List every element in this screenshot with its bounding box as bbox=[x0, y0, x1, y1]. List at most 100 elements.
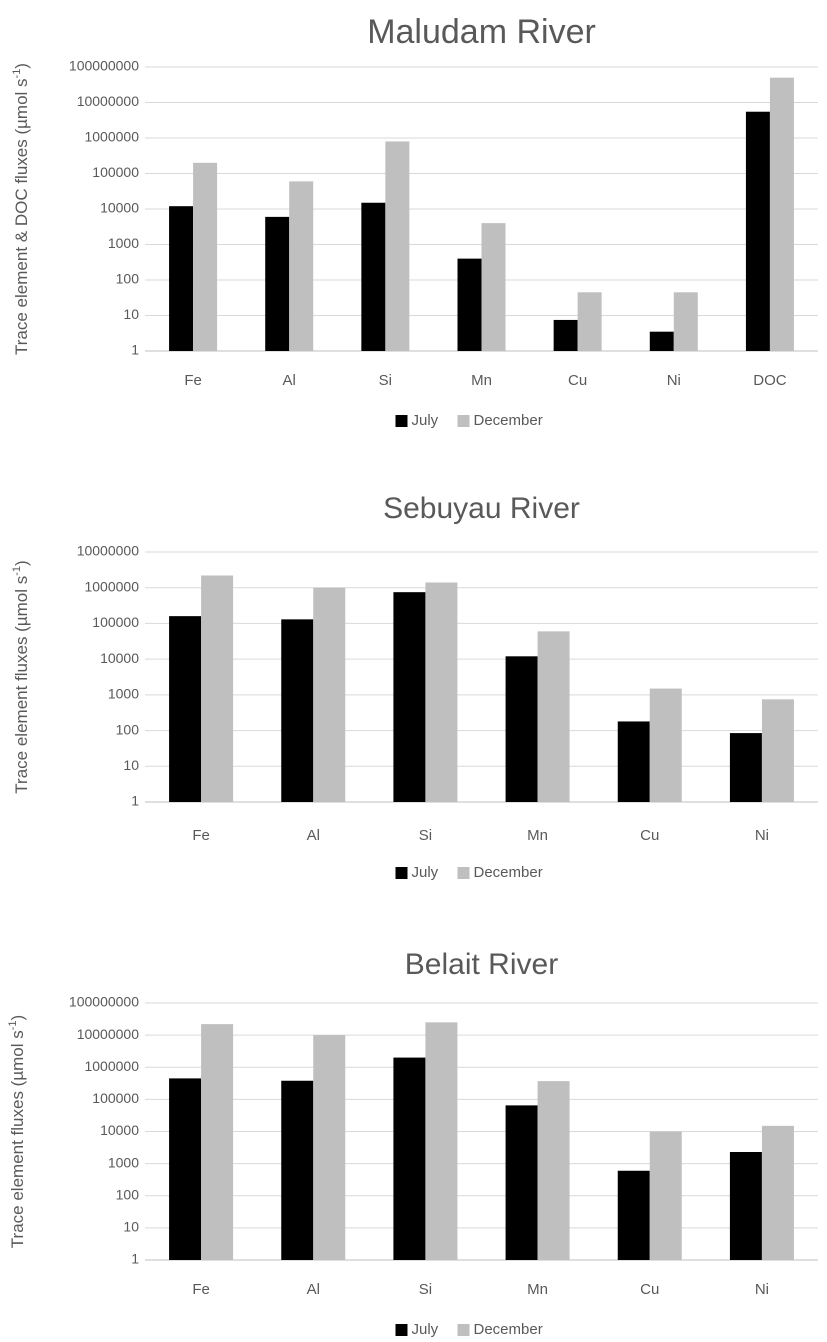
legend-swatch-december bbox=[457, 415, 470, 427]
chart-title: Sebuyau River bbox=[383, 492, 580, 525]
bar-december-mn bbox=[481, 223, 506, 351]
bar-july-si bbox=[361, 202, 386, 351]
bar-december-si bbox=[425, 582, 458, 802]
y-axis-label: Trace element & DOC fluxes (µmol s-1) bbox=[11, 63, 32, 355]
x-tick-label: Si bbox=[379, 372, 392, 389]
legend-label-december: December bbox=[474, 412, 543, 429]
y-tick-label: 100000 bbox=[92, 164, 139, 180]
chart-panel-2: Sebuyau River 1 10 100 1000 10000 100000 100000… bbox=[11, 492, 818, 881]
chart-panel-1: Maludam River 1 10 100 1000 10000 100000 100000… bbox=[11, 13, 818, 429]
y-axis-label-main: Trace element fluxes (µmol s bbox=[12, 576, 31, 794]
y-axis-label-superscript: -1 bbox=[7, 1020, 19, 1030]
legend-label-july: July bbox=[412, 864, 439, 881]
x-tick-label: Cu bbox=[640, 827, 659, 844]
bar-july-fe bbox=[169, 616, 202, 802]
chart-panel-3: Belait River 1 10 100 1000 10000 100000 1000000… bbox=[7, 948, 818, 1338]
bar-july-al bbox=[281, 619, 314, 802]
legend-label-july: July bbox=[412, 1321, 439, 1338]
y-tick-label: 1 bbox=[131, 342, 139, 358]
bar-december-al bbox=[313, 1035, 346, 1260]
bar-december-cu bbox=[649, 1131, 682, 1260]
y-tick-label: 10000 bbox=[100, 1122, 139, 1138]
x-tick-label: Fe bbox=[192, 1281, 210, 1298]
bar-july-si bbox=[393, 592, 426, 802]
bar-july-mn bbox=[505, 656, 538, 802]
bar-december-ni bbox=[761, 1125, 794, 1260]
x-tick-label: Ni bbox=[755, 827, 769, 844]
y-axis-label-main: Trace element & DOC fluxes (µmol s bbox=[12, 78, 31, 355]
y-axis-label-close: ) bbox=[12, 560, 31, 566]
y-tick-label: 10 bbox=[123, 1219, 139, 1235]
x-tick-label: Cu bbox=[640, 1281, 659, 1298]
legend: July December bbox=[395, 1321, 543, 1338]
x-tick-label: Si bbox=[419, 827, 432, 844]
chart-title: Belait River bbox=[405, 948, 558, 981]
legend: July December bbox=[395, 412, 543, 429]
x-tick-label: Si bbox=[419, 1281, 432, 1298]
legend-swatch-december bbox=[457, 867, 470, 879]
y-axis-label: Trace element fluxes (µmol s-1) bbox=[7, 1015, 28, 1248]
x-tick-label: Mn bbox=[527, 1281, 548, 1298]
x-tick-label: Al bbox=[307, 1281, 320, 1298]
x-tick-label: Al bbox=[307, 827, 320, 844]
bar-december-al bbox=[289, 181, 314, 351]
bar-july-cu bbox=[617, 721, 650, 802]
bar-december-fe bbox=[201, 1024, 234, 1260]
bar-december-si bbox=[385, 141, 410, 351]
bar-july-mn bbox=[505, 1105, 538, 1260]
y-tick-label: 10000000 bbox=[77, 543, 140, 559]
y-tick-label: 10 bbox=[123, 306, 139, 322]
y-tick-label: 1000000 bbox=[84, 1058, 139, 1074]
x-tick-label: Ni bbox=[667, 372, 681, 389]
legend-label-december: December bbox=[474, 864, 543, 881]
y-tick-label: 100000 bbox=[92, 614, 139, 630]
y-tick-label: 1000000 bbox=[84, 129, 139, 145]
bar-july-fe bbox=[169, 1078, 202, 1260]
bar-december-fe bbox=[201, 575, 234, 802]
bar-december-ni bbox=[673, 292, 698, 351]
legend-label-december: December bbox=[474, 1321, 543, 1338]
x-tick-label: Mn bbox=[527, 827, 548, 844]
y-tick-label: 10000 bbox=[100, 200, 139, 216]
bar-december-fe bbox=[193, 162, 218, 351]
bar-december-al bbox=[313, 587, 346, 802]
bar-december-si bbox=[425, 1022, 458, 1260]
y-tick-label: 1 bbox=[131, 793, 139, 809]
y-tick-label: 10 bbox=[123, 757, 139, 773]
y-tick-label: 10000 bbox=[100, 650, 139, 666]
bar-december-mn bbox=[537, 1081, 570, 1260]
bar-july-fe bbox=[169, 206, 194, 351]
legend-swatch-july bbox=[395, 415, 408, 427]
bar-december-doc bbox=[769, 77, 794, 352]
legend-swatch-december bbox=[457, 1324, 470, 1336]
chart-title: Maludam River bbox=[367, 13, 596, 51]
bar-december-mn bbox=[537, 631, 570, 802]
bar-july-si bbox=[393, 1057, 426, 1260]
bar-july-cu bbox=[553, 319, 578, 351]
y-axis-label-close: ) bbox=[12, 63, 31, 69]
legend-swatch-july bbox=[395, 1324, 408, 1336]
y-tick-label: 100000 bbox=[92, 1090, 139, 1106]
bar-july-ni bbox=[649, 331, 674, 351]
y-axis-label-close: ) bbox=[8, 1015, 27, 1021]
legend: July December bbox=[395, 864, 543, 881]
y-axis-label: Trace element fluxes (µmol s-1) bbox=[11, 560, 32, 793]
bar-december-cu bbox=[577, 292, 602, 351]
y-tick-label: 100 bbox=[116, 721, 140, 737]
bar-july-ni bbox=[729, 1152, 762, 1260]
y-tick-label: 100000000 bbox=[69, 994, 139, 1010]
bar-july-mn bbox=[457, 258, 482, 351]
bar-july-al bbox=[281, 1080, 314, 1260]
y-tick-label: 1000 bbox=[108, 1154, 139, 1170]
y-axis-label-main: Trace element fluxes (µmol s bbox=[8, 1030, 27, 1248]
y-axis-label-superscript: -1 bbox=[11, 69, 23, 79]
x-tick-label: Mn bbox=[471, 372, 492, 389]
y-tick-label: 100 bbox=[116, 271, 140, 287]
y-tick-label: 100 bbox=[116, 1186, 140, 1202]
legend-swatch-july bbox=[395, 867, 408, 879]
x-tick-label: DOC bbox=[753, 372, 787, 389]
legend-label-july: July bbox=[412, 412, 439, 429]
x-tick-label: Fe bbox=[184, 372, 202, 389]
y-tick-label: 10000000 bbox=[77, 1026, 140, 1042]
